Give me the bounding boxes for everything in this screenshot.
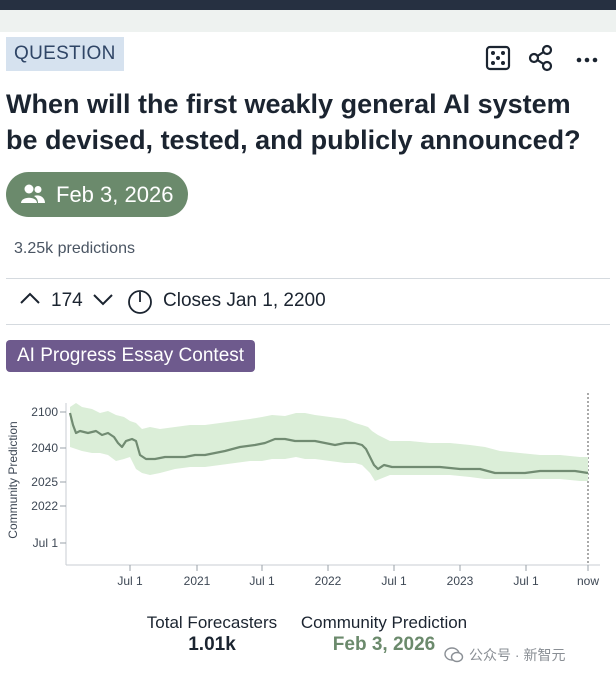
community-prediction-label: Community Prediction: [300, 613, 468, 632]
x-tick-label: 2023: [447, 574, 474, 588]
question-badge: QUESTION: [6, 37, 124, 71]
question-title: When will the first weakly general AI sy…: [6, 89, 581, 155]
y-axis-label: Community Prediction: [6, 421, 20, 538]
confidence-band: [70, 403, 588, 481]
community-prediction-pill: Feb 3, 2026: [6, 172, 188, 217]
x-tick-label: 2021: [184, 574, 211, 588]
y-tick-label: 2100: [31, 405, 58, 419]
total-forecasters-label: Total Forecasters: [146, 613, 278, 632]
closes-date: Closes Jan 1, 2200: [163, 290, 326, 311]
x-tick-label: Jul 1: [249, 574, 275, 588]
dice-icon[interactable]: [484, 44, 514, 74]
wechat-icon: [444, 647, 464, 663]
y-tick-label: 2040: [31, 441, 58, 455]
y-tick-label: 2022: [31, 499, 58, 513]
pill-date: Feb 3, 2026: [56, 182, 174, 207]
users-icon: [21, 184, 45, 203]
share-icon[interactable]: [527, 44, 557, 74]
divider: [6, 278, 610, 279]
community-prediction-chart: Community Prediction 2100 2040 2025 2022 Jul…: [6, 393, 600, 588]
tag-ai-progress-essay-contest[interactable]: AI Progress Essay Contest: [6, 340, 256, 372]
x-tick-label: now: [577, 574, 599, 588]
chevron-up-icon: [20, 292, 40, 304]
community-prediction-value: Feb 3, 2026: [332, 634, 436, 655]
sub-bar: [0, 10, 616, 32]
total-forecasters-value: 1.01k: [188, 634, 236, 655]
more-icon[interactable]: [574, 44, 604, 74]
x-tick-label: Jul 1: [117, 574, 143, 588]
divider: [6, 324, 610, 325]
vote-count: 174: [51, 290, 83, 311]
x-tick-label: 2022: [315, 574, 342, 588]
watermark: 公众号 · 新智元: [444, 645, 565, 665]
x-tick-label: Jul 1: [381, 574, 407, 588]
x-tick-label: Jul 1: [513, 574, 539, 588]
y-tick-label: Jul 1: [33, 536, 59, 550]
community-prediction-line: [68, 412, 589, 475]
chevron-down-icon: [93, 294, 113, 306]
top-bar: [0, 0, 616, 10]
downvote-button[interactable]: [91, 287, 115, 316]
y-tick-label: 2025: [31, 475, 58, 489]
watermark-text: 公众号 · 新智元: [469, 647, 566, 663]
clock-icon: [128, 290, 152, 314]
predictions-count: 3.25k predictions: [14, 240, 135, 257]
upvote-button[interactable]: [18, 287, 42, 316]
